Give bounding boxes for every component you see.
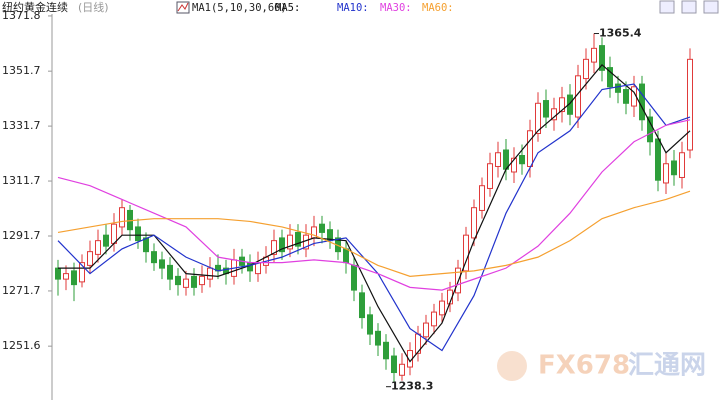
candle-body	[471, 207, 477, 239]
candle-body	[207, 267, 213, 280]
candle-body	[439, 300, 445, 316]
candle-body	[167, 264, 173, 280]
candle-body	[119, 207, 125, 228]
toolbar-icon[interactable]	[659, 0, 675, 14]
candle-body	[151, 251, 157, 264]
ma-line	[57, 190, 691, 277]
candle-body	[479, 185, 485, 211]
candle-body	[399, 363, 405, 376]
y-tick-label: 1351.7	[2, 64, 41, 77]
candle-body	[199, 275, 205, 286]
candle-body	[687, 58, 693, 151]
candle-body	[663, 163, 669, 184]
candle-body	[527, 130, 533, 167]
indicator-icon	[176, 1, 190, 14]
legend-label: MA30:	[380, 2, 412, 14]
y-tick-label: 1371.8	[2, 9, 41, 22]
candle-body	[431, 311, 437, 327]
candle-body	[135, 226, 141, 242]
candle-body	[599, 45, 605, 71]
candle-body	[535, 102, 541, 135]
toolbar-icon[interactable]	[703, 0, 719, 14]
annotation: 1365.4	[599, 27, 642, 40]
candle-body	[615, 83, 621, 93]
indicator-icon-line	[177, 2, 189, 12]
candle-body	[559, 97, 565, 113]
candle-body	[143, 237, 149, 253]
y-tick-label: 1251.6	[2, 339, 41, 352]
candle-body	[671, 160, 677, 176]
candle-body	[391, 355, 397, 374]
legend-label: MA5:	[275, 2, 300, 14]
candle-body	[87, 251, 93, 266]
candle-body	[487, 163, 493, 189]
chart-subtitle: (日线)	[78, 0, 109, 14]
watermark-text: 汇通网	[628, 351, 706, 381]
candle-body	[679, 152, 685, 178]
candle-body	[463, 234, 469, 272]
candle-body	[343, 248, 349, 264]
candle-body	[63, 273, 69, 280]
candle-body	[279, 237, 285, 253]
legend-label: MA60:	[422, 2, 454, 14]
y-tick-label: 1331.7	[2, 119, 41, 132]
candle-body	[351, 264, 357, 291]
ma-line	[57, 83, 691, 352]
chart-title: 纽约黄金连续	[2, 0, 68, 14]
watermark-logo	[497, 351, 527, 381]
candle-body	[375, 330, 381, 346]
candle-body	[607, 67, 613, 88]
candle-body	[359, 292, 365, 319]
candle-body	[183, 278, 189, 288]
candle-body	[511, 157, 517, 173]
y-tick-label: 1311.7	[2, 174, 41, 187]
ma-line	[57, 119, 691, 291]
legend-label: MA10:	[337, 2, 369, 14]
candle-body	[159, 259, 165, 269]
candle-body	[319, 223, 325, 233]
watermark-text: FX678	[538, 351, 630, 381]
candle-body	[79, 262, 85, 283]
candle-body	[103, 234, 109, 247]
candle-body	[423, 322, 429, 338]
candle-body	[623, 89, 629, 104]
candle-body	[55, 267, 61, 280]
candle-body	[295, 231, 301, 247]
candle-body	[191, 275, 197, 288]
candle-body	[271, 240, 277, 255]
annotation: 1238.3	[391, 380, 433, 393]
toolbar-icon[interactable]	[681, 0, 697, 14]
y-tick-label: 1291.7	[2, 229, 41, 242]
y-tick-label: 1271.7	[2, 284, 41, 297]
candle-body	[591, 47, 597, 63]
candle-body	[95, 240, 101, 255]
indicator: MA1(5,10,30,60)	[192, 2, 287, 14]
candle-body	[519, 154, 525, 165]
toolbar-icons	[659, 0, 719, 14]
candle-body	[495, 152, 501, 167]
candle-body	[639, 83, 645, 121]
candle-body	[367, 314, 373, 335]
candle-body	[583, 58, 589, 80]
candle-body	[543, 100, 549, 118]
candle-body	[71, 270, 77, 286]
candle-body	[287, 234, 293, 250]
candle-body	[111, 223, 117, 244]
candle-body	[383, 341, 389, 360]
candle-body	[647, 116, 653, 143]
ma-line	[58, 63, 691, 363]
candle-body	[175, 275, 181, 286]
candle-body	[655, 138, 661, 181]
